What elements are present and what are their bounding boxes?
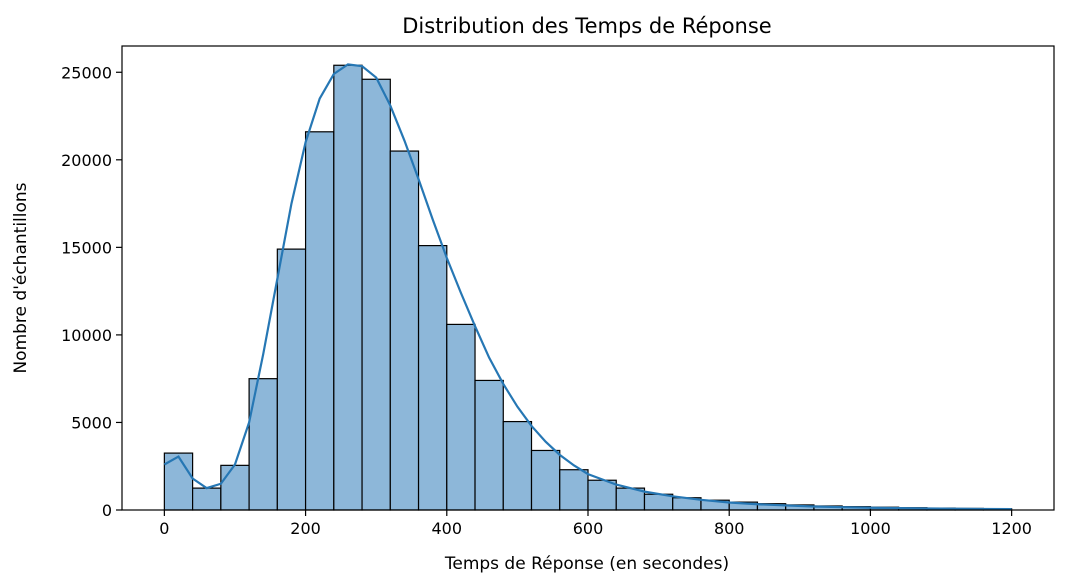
- histogram-bar: [474, 379, 504, 511]
- x-axis-ticks: 0 200 400 600 800 1000 1200: [159, 510, 1032, 538]
- histogram-bar: [389, 150, 420, 511]
- x-tick-label: 600: [573, 519, 604, 538]
- x-tick-label: 400: [432, 519, 463, 538]
- histogram-bar: [417, 245, 448, 511]
- chart-title: Distribution des Temps de Réponse: [402, 14, 771, 38]
- histogram-bar: [530, 449, 561, 511]
- y-axis-ticks: 0 5000 10000 15000 20000 25000: [61, 63, 122, 520]
- y-axis-label: Nombre d'échantillons: [11, 182, 31, 373]
- histogram-bar: [446, 323, 476, 511]
- histogram-bar: [220, 464, 250, 511]
- y-tick-label: 0: [102, 501, 112, 520]
- y-tick-label: 5000: [71, 413, 112, 432]
- x-tick-label: 1200: [991, 519, 1032, 538]
- histogram-bar: [192, 487, 222, 511]
- x-tick-label: 1000: [850, 519, 891, 538]
- y-tick-label: 10000: [61, 326, 112, 345]
- histogram-bar: [333, 64, 363, 511]
- bars-group: [163, 64, 1013, 511]
- x-tick-label: 0: [159, 519, 169, 538]
- x-axis-label: Temps de Réponse (en secondes): [444, 554, 729, 574]
- histogram-bar: [276, 248, 307, 511]
- histogram-bar: [587, 479, 617, 511]
- histogram-bar: [361, 78, 391, 511]
- kde-line: [163, 63, 1012, 511]
- x-tick-label: 800: [714, 519, 745, 538]
- y-tick-label: 15000: [61, 238, 112, 257]
- histogram-bar: [304, 131, 335, 511]
- y-tick-label: 20000: [61, 151, 112, 170]
- histogram-bar: [559, 469, 589, 511]
- x-tick-label: 200: [290, 519, 321, 538]
- y-tick-label: 25000: [61, 63, 112, 82]
- histogram-bar: [502, 420, 533, 511]
